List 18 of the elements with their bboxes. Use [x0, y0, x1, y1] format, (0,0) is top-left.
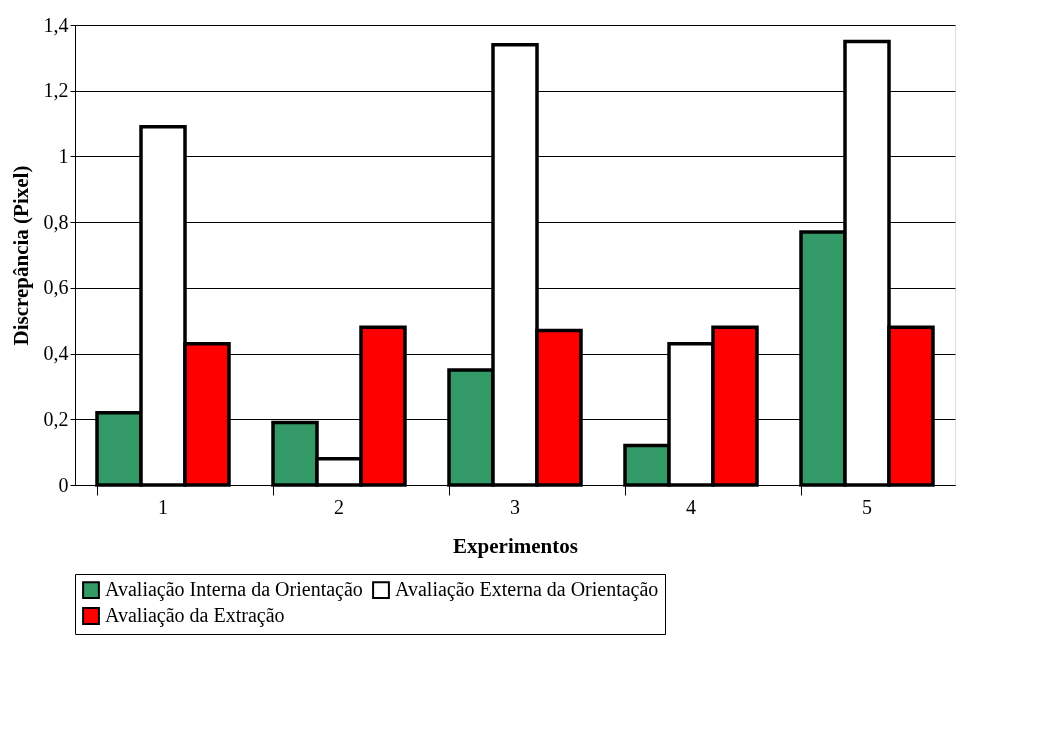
x-tick-label: 5 [862, 495, 872, 518]
y-tick-label: 1,4 [43, 13, 69, 36]
x-tick-label: 1 [158, 495, 168, 518]
x-tick-label: 4 [686, 495, 696, 518]
x-axis-title: Experimentos [453, 533, 578, 558]
legend-label: Avaliação Interna da Orientação [105, 578, 363, 602]
y-tick-label: 1 [58, 144, 69, 167]
y-tick-label: 0,4 [43, 342, 69, 365]
y-tick-label: 0,8 [43, 210, 69, 233]
y-tick-label: 0,2 [43, 407, 69, 430]
y-tick-label: 1,2 [43, 79, 69, 102]
legend-label: Avaliação da Extração [105, 604, 285, 627]
y-axis-title: Discrepância (Pixel) [8, 165, 33, 346]
y-tick-label: 0 [58, 473, 69, 496]
x-tick-label: 2 [334, 495, 344, 518]
legend-label: Avaliação Externa da Orientação [395, 578, 659, 602]
x-tick-label: 3 [510, 495, 520, 518]
y-tick-label: 0,6 [43, 276, 69, 299]
